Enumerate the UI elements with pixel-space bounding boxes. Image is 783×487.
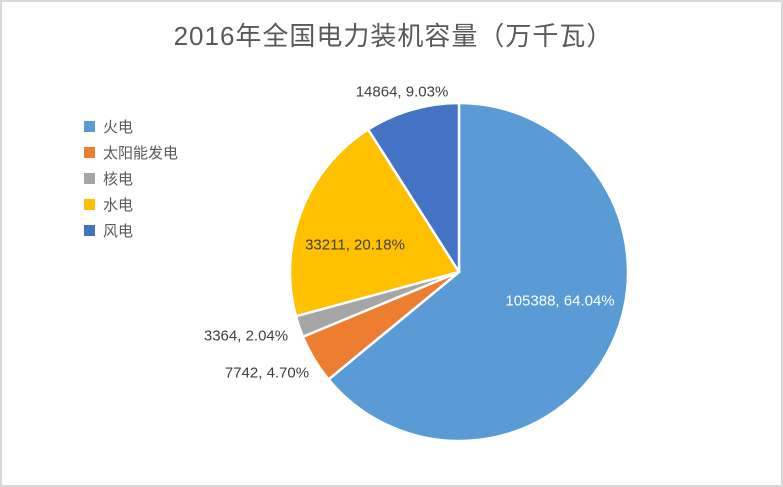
legend-item-4[interactable]: 水电 [84, 191, 178, 217]
legend-swatch-icon [84, 224, 95, 236]
legend-swatch-icon [84, 146, 95, 158]
legend-swatch-icon [84, 120, 95, 132]
pie-slice-4[interactable] [288, 128, 461, 318]
slice-data-label-1: 105388, 64.04% [505, 292, 615, 310]
legend-label: 太阳能发电 [103, 144, 179, 162]
legend-item-1[interactable]: 火电 [84, 113, 178, 139]
slice-data-label-4: 33211, 20.18% [305, 236, 405, 254]
slice-data-label-3: 3364, 2.04% [203, 327, 289, 345]
slice-data-label-5: 14864, 9.03% [355, 83, 449, 101]
legend-item-2[interactable]: 太阳能发电 [84, 139, 178, 165]
chart-title: 2016年全国电力装机容量（万千瓦） [173, 21, 614, 51]
legend-label: 核电 [103, 170, 134, 188]
pie-slice-5[interactable] [366, 101, 461, 274]
legend-label: 水电 [103, 196, 134, 214]
legend: 火电太阳能发电核电水电风电 [84, 113, 178, 243]
legend-item-3[interactable]: 核电 [84, 165, 178, 191]
legend-label: 火电 [103, 118, 134, 136]
legend-label: 风电 [103, 222, 134, 240]
slice-data-label-2: 7742, 4.70% [224, 364, 310, 382]
legend-item-5[interactable]: 风电 [84, 217, 178, 243]
pie-slice-1[interactable] [327, 101, 630, 443]
legend-swatch-icon [84, 198, 95, 210]
legend-swatch-icon [84, 172, 95, 184]
